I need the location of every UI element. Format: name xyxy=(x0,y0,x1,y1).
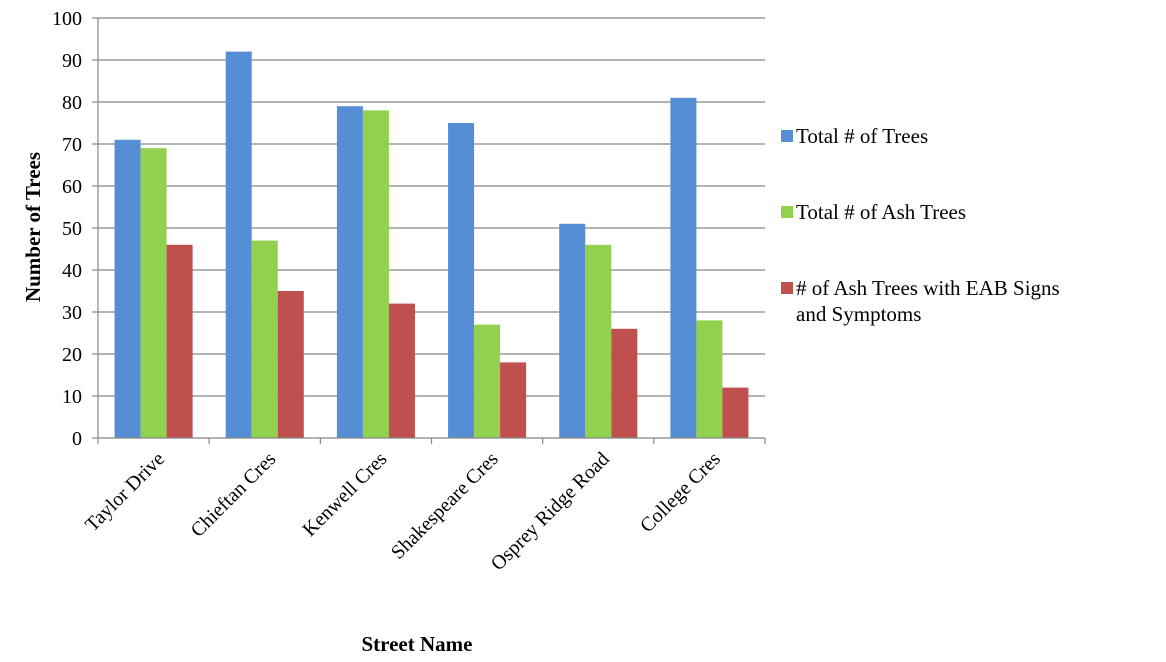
y-tick-label: 50 xyxy=(62,218,82,240)
legend-item: # of Ash Trees with EAB Signs and Symptom… xyxy=(781,276,1060,326)
x-axis-title: Street Name xyxy=(362,632,473,656)
bar xyxy=(585,244,612,438)
bar xyxy=(696,320,723,438)
x-tick-label: College Cres xyxy=(636,448,725,537)
y-tick-label: 80 xyxy=(62,92,82,114)
y-tick-label: 100 xyxy=(52,8,82,30)
bar xyxy=(611,328,638,438)
x-tick-label: Osprey Ridge Road xyxy=(487,448,614,575)
legend-swatch xyxy=(781,206,793,218)
y-tick-label: 0 xyxy=(72,428,82,450)
bar xyxy=(166,244,193,438)
x-tick-label: Kenwell Cres xyxy=(299,448,392,541)
bar xyxy=(388,303,415,438)
x-tick-label: Chieftan Cres xyxy=(187,448,281,542)
bar xyxy=(448,123,475,438)
y-tick-label: 70 xyxy=(62,134,82,156)
bar xyxy=(140,148,167,438)
y-tick-label: 60 xyxy=(62,176,82,198)
bar xyxy=(277,291,304,438)
axes xyxy=(97,18,766,444)
bar xyxy=(225,51,252,438)
legend-item: Total # of Ash Trees xyxy=(781,200,966,224)
bar xyxy=(114,139,141,439)
bar xyxy=(251,240,278,438)
bar xyxy=(474,324,501,438)
legend-label: Total # of Trees xyxy=(796,124,928,148)
bar xyxy=(559,223,586,438)
bar xyxy=(362,110,389,439)
y-tick-label: 10 xyxy=(62,386,82,408)
y-tick-labels: 0 10 20 30 40 50 60 70 80 90 100 xyxy=(52,8,82,450)
x-tick-labels: Taylor Drive Chieftan Cres Kenwell CresSha… xyxy=(81,448,725,575)
bar xyxy=(670,97,697,439)
legend-item: Total # of Trees xyxy=(781,124,928,148)
gridlines xyxy=(92,17,765,439)
legend-swatch xyxy=(781,282,793,294)
legend-label: # of Ash Trees with EAB Signs and Symptom… xyxy=(796,276,1060,326)
x-tick-label: Shakespeare Cres xyxy=(387,448,503,564)
bar xyxy=(722,387,749,438)
bar xyxy=(500,362,527,438)
x-tick-label: Taylor Drive xyxy=(81,448,169,536)
legend-swatch xyxy=(781,130,793,142)
y-tick-label: 20 xyxy=(62,344,82,366)
y-tick-label: 40 xyxy=(62,260,82,282)
legend: Total # of Trees Total # of Ash Trees # of… xyxy=(781,124,1060,326)
y-tick-label: 90 xyxy=(62,50,82,72)
bar xyxy=(336,106,363,438)
y-tick-label: 30 xyxy=(62,302,82,324)
bars xyxy=(114,51,749,439)
y-axis-title: Number of Trees xyxy=(21,152,45,302)
legend-label: Total # of Ash Trees xyxy=(796,200,966,224)
